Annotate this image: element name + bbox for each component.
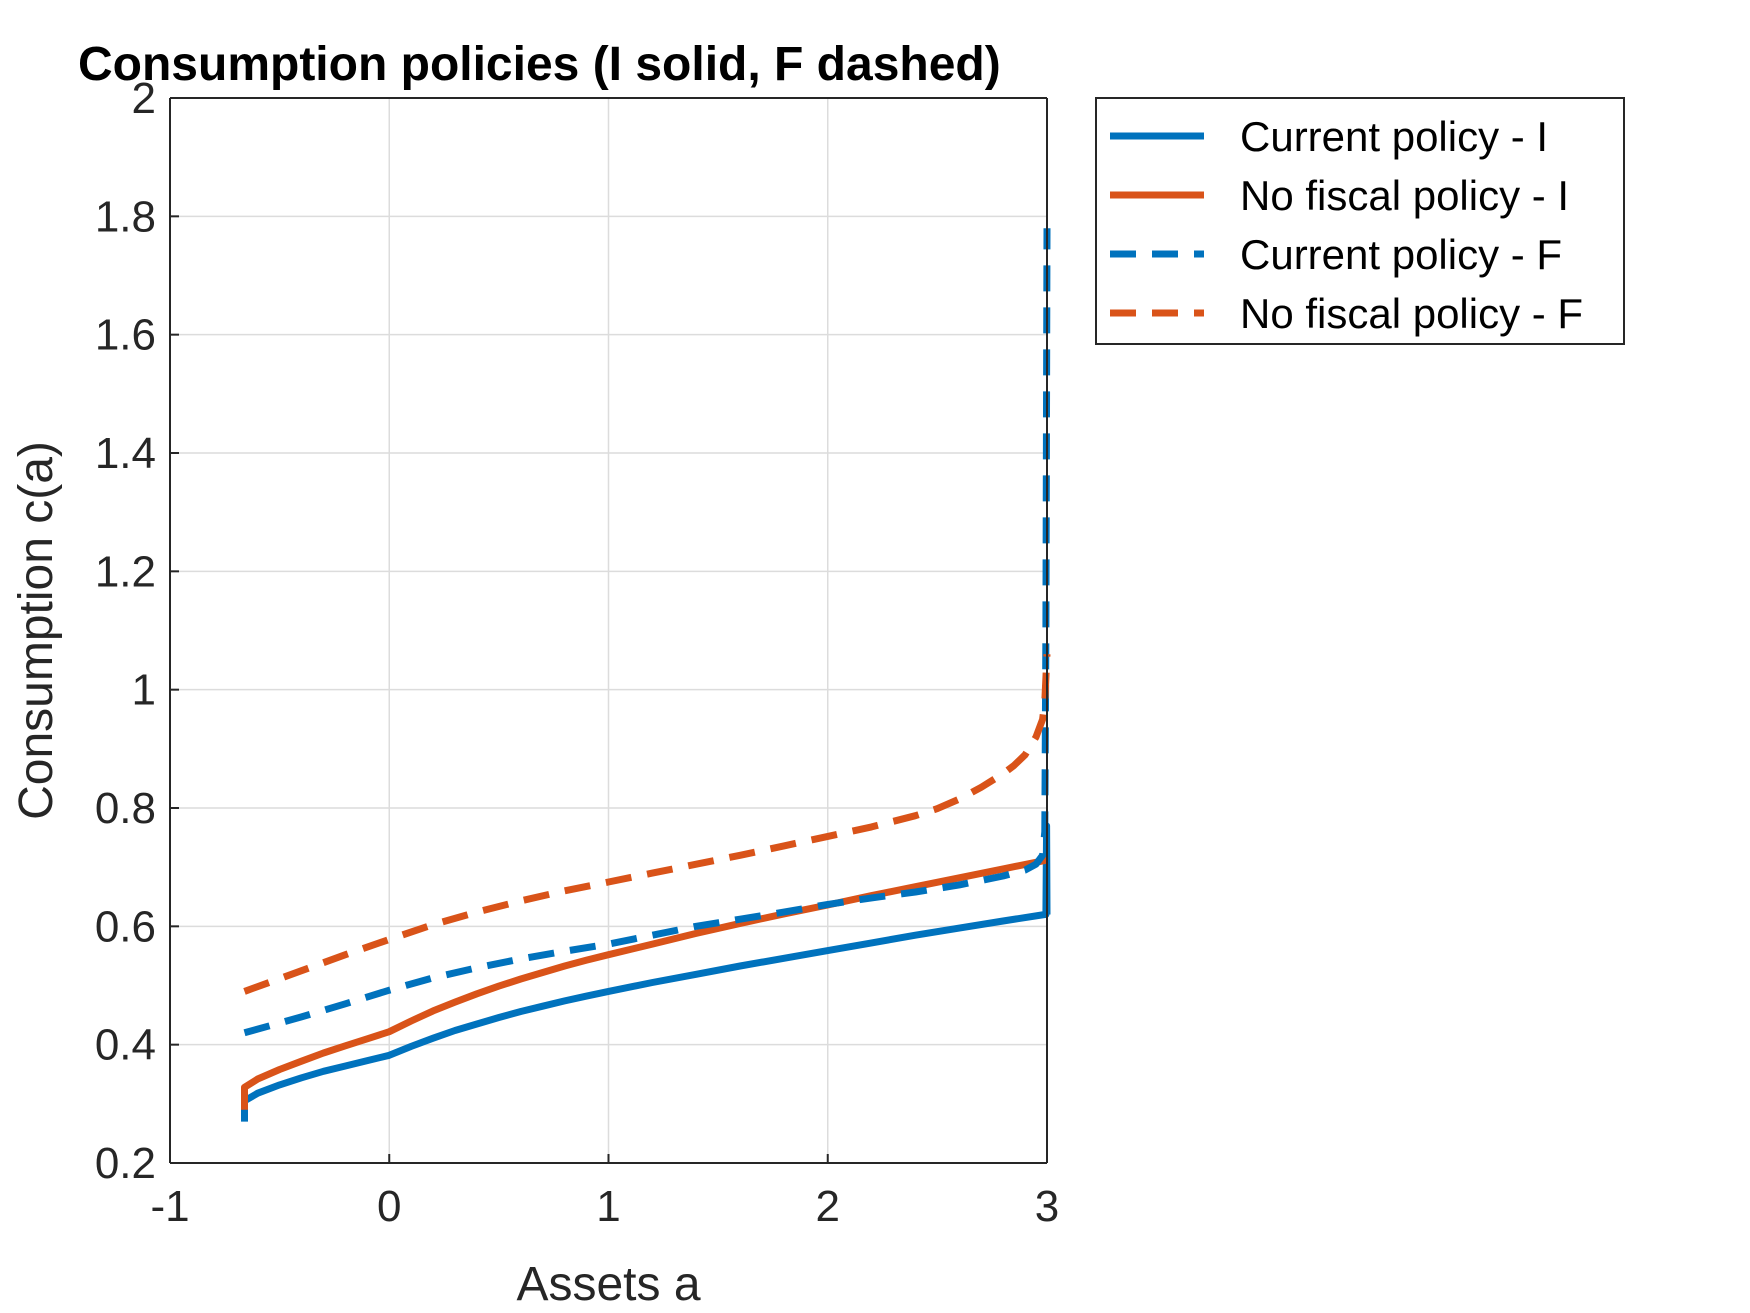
- y-tick-label-4: 1: [132, 666, 156, 715]
- x-tick-label-4: 3: [1035, 1182, 1059, 1231]
- y-tick-label-0: 0.2: [95, 1139, 156, 1188]
- x-tick-label-1: 0: [377, 1182, 401, 1231]
- y-tick-label-8: 1.8: [95, 192, 156, 241]
- y-tick-label-2: 0.6: [95, 902, 156, 951]
- y-tick-label-3: 0.8: [95, 784, 156, 833]
- x-tick-label-3: 2: [816, 1182, 840, 1231]
- x-tick-label-2: 1: [596, 1182, 620, 1231]
- y-axis-label: Consumption c(a): [10, 441, 63, 820]
- y-tick-label-1: 0.4: [95, 1021, 156, 1070]
- series-group: [241, 228, 1051, 1122]
- tick-labels: -1 0 1 2 3 0.2 0.4 0.6 0.8 1 1.2 1.4 1.6 1.8 2: [95, 74, 1059, 1231]
- legend-label-3: No fiscal policy - F: [1240, 290, 1583, 337]
- series-line-3: [243, 654, 1051, 995]
- axes: [169, 97, 1048, 1164]
- x-axis-label: Assets a: [516, 1258, 700, 1311]
- series-line-2: [243, 228, 1051, 1037]
- x-tick-label-0: -1: [150, 1182, 189, 1231]
- legend-label-1: No fiscal policy - I: [1240, 172, 1569, 219]
- y-tick-label-7: 1.6: [95, 311, 156, 360]
- chart-title: Consumption policies (I solid, F dashed): [78, 38, 1001, 91]
- legend: Current policy - I No fiscal policy - I Cu…: [1095, 97, 1625, 345]
- series-line-0: [241, 822, 1051, 1122]
- y-tick-label-6: 1.4: [95, 429, 156, 478]
- y-tick-label-5: 1.2: [95, 547, 156, 596]
- y-tick-label-9: 2: [132, 74, 156, 123]
- legend-label-0: Current policy - I: [1240, 113, 1548, 160]
- legend-label-2: Current policy - F: [1240, 231, 1562, 278]
